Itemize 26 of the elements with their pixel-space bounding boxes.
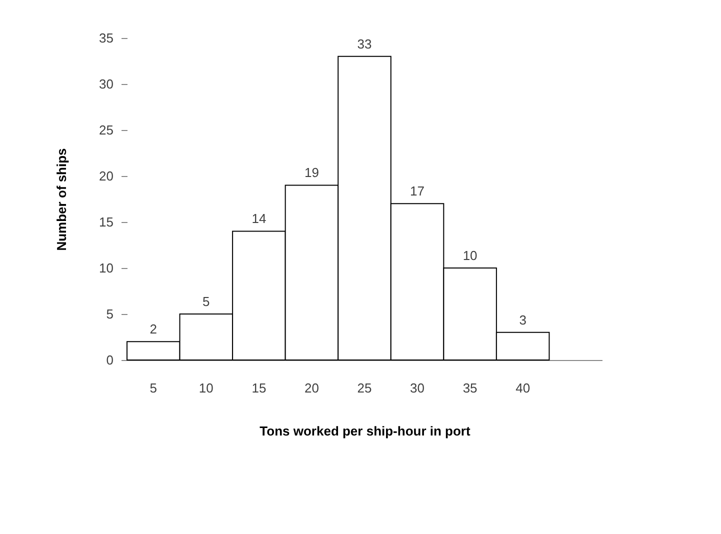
y-tick-label: 25 bbox=[99, 122, 114, 138]
data-label: 5 bbox=[202, 294, 210, 309]
x-tick-label: 30 bbox=[410, 380, 425, 396]
data-label: 33 bbox=[357, 36, 372, 52]
x-axis-title: Tons worked per ship-hour in port bbox=[260, 424, 471, 438]
data-label: 10 bbox=[462, 248, 478, 263]
x-tick-label: 25 bbox=[357, 380, 372, 396]
data-label: 14 bbox=[252, 211, 266, 226]
y-tick-label: 5 bbox=[106, 306, 114, 322]
x-tick-label: 35 bbox=[462, 380, 478, 396]
data-label: 17 bbox=[410, 184, 425, 199]
x-tick-label: 40 bbox=[516, 380, 530, 396]
data-label: 2 bbox=[150, 322, 158, 337]
y-tick-label: 20 bbox=[99, 168, 114, 184]
y-axis-title: Number of ships bbox=[54, 148, 70, 251]
y-tick-label: 15 bbox=[99, 214, 114, 230]
y-tick-label: 0 bbox=[106, 352, 114, 368]
y-tick-label: 10 bbox=[99, 260, 114, 276]
y-tick-label: 30 bbox=[99, 76, 114, 92]
x-tick-label: 20 bbox=[304, 380, 319, 396]
data-label: 19 bbox=[304, 165, 319, 180]
x-tick-label: 15 bbox=[252, 380, 266, 396]
x-tick-label: 10 bbox=[198, 380, 214, 396]
data-label: 3 bbox=[519, 312, 526, 328]
x-tick-label: 5 bbox=[150, 380, 158, 396]
y-tick-label: 35 bbox=[99, 30, 114, 46]
